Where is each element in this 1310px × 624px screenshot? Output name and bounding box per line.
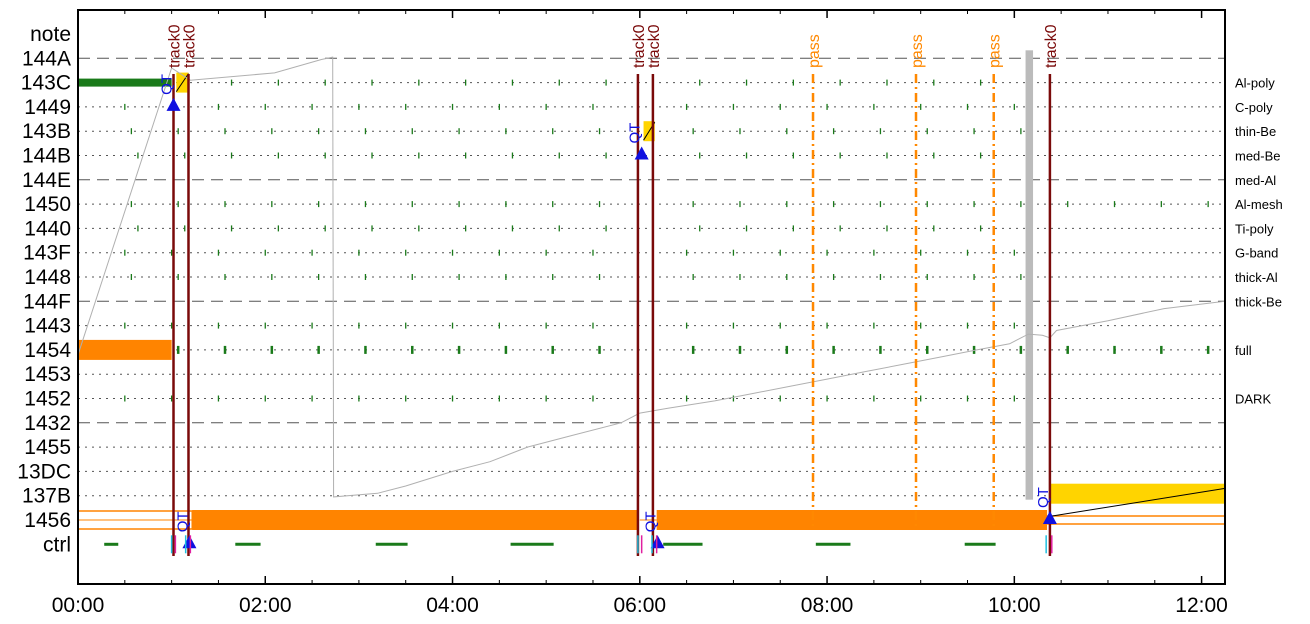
filter-label-thin-Be: thin-Be <box>1235 124 1276 139</box>
filter-label-DARK: DARK <box>1235 392 1271 407</box>
x-tick-label: 04:00 <box>426 594 479 617</box>
plot-frame <box>77 9 1226 585</box>
qt-markers: QT QT QT QT QT <box>159 74 1057 549</box>
gray-trace <box>77 56 1226 498</box>
row-label-13DC: 13DC <box>17 460 71 483</box>
pass-label: pass <box>806 34 823 68</box>
x-tick-label: 06:00 <box>614 594 667 617</box>
row-label-1432: 1432 <box>24 412 71 435</box>
observation-bars <box>77 50 1226 530</box>
track-label: track0 <box>631 24 648 68</box>
qt-label: QT <box>627 123 644 144</box>
row-label-137B: 137B <box>22 485 71 508</box>
orange-bar-1454 <box>78 339 172 360</box>
track-label: track0 <box>181 24 198 68</box>
yellow-box-diagonal <box>175 73 189 92</box>
qt-triangle <box>1042 511 1057 524</box>
row-label-1443: 1443 <box>24 315 71 338</box>
row-label-1455: 1455 <box>24 436 71 459</box>
pass-label: pass <box>987 34 1004 68</box>
green-bar-143C <box>78 78 172 87</box>
qt-label: QT <box>174 511 191 532</box>
gray-trace-line <box>77 56 1226 498</box>
track-label: track0 <box>646 24 663 68</box>
row-label-144F: 144F <box>23 290 71 313</box>
qt-triangle <box>182 535 197 549</box>
row-label-1454: 1454 <box>24 339 71 362</box>
filter-labels: Al-poly C-poly thin-Be med-Be med-Al Al-mesh T… <box>1235 76 1283 407</box>
row-label-ctrl: ctrl <box>43 533 71 556</box>
row-label-143B: 143B <box>22 120 71 143</box>
row-label-1449: 1449 <box>24 96 71 119</box>
x-tick-label: 08:00 <box>801 594 854 617</box>
filter-label-full: full <box>1235 343 1252 358</box>
qt-label: QT <box>1035 487 1052 508</box>
orange-bar-1456 <box>656 510 1048 530</box>
green-tick-marks <box>124 79 1210 402</box>
filter-label-Al-mesh: Al-mesh <box>1235 197 1283 212</box>
row-gridlines <box>78 57 1225 497</box>
track-label: track0 <box>1043 24 1060 68</box>
gray-band <box>1025 50 1034 500</box>
black-diagonal-line <box>1049 487 1226 517</box>
filter-label-Ti-poly: Ti-poly <box>1235 221 1274 236</box>
x-tick-label: 02:00 <box>239 594 292 617</box>
track-label: track0 <box>167 24 184 68</box>
pass-label: pass <box>909 34 926 68</box>
row-label-143F: 143F <box>23 242 71 265</box>
row-labels: note144A143C1449143B144B144E14501440143F… <box>17 23 71 556</box>
row-label-144A: 144A <box>22 47 71 70</box>
filter-label-med-Be: med-Be <box>1235 149 1281 164</box>
row-label-1450: 1450 <box>24 193 71 216</box>
x-tick-label: 00:00 <box>52 594 105 617</box>
x-tick-label: 12:00 <box>1175 594 1228 617</box>
qt-label: QT <box>643 511 660 532</box>
row-label-143C: 143C <box>21 72 71 95</box>
row-label-144E: 144E <box>22 169 71 192</box>
row-label-1453: 1453 <box>24 363 71 386</box>
row-label-1452: 1452 <box>24 388 71 411</box>
row-label-1440: 1440 <box>24 217 71 240</box>
filter-label-med-Al: med-Al <box>1235 173 1276 188</box>
x-tick-label: 10:00 <box>988 594 1041 617</box>
row-label-144B: 144B <box>22 145 71 168</box>
filter-label-G-band: G-band <box>1235 246 1278 261</box>
row-label-1448: 1448 <box>24 266 71 289</box>
row-label-note: note <box>30 23 71 46</box>
filter-label-Al-poly: Al-poly <box>1235 76 1275 91</box>
filter-label-thick-Be: thick-Be <box>1235 294 1282 309</box>
yellow-box-137B <box>1049 483 1225 504</box>
orange-bar-1456 <box>192 510 638 530</box>
row-label-1456: 1456 <box>24 509 71 532</box>
x-axis: 00:00 02:00 04:00 06:00 08:00 10:00 12:00 <box>52 10 1228 617</box>
filter-label-thick-Al: thick-Al <box>1235 270 1278 285</box>
ctrl-row-marks <box>104 535 1053 554</box>
qt-triangle <box>634 146 649 160</box>
qt-label: QT <box>159 74 176 95</box>
qt-triangle <box>650 535 665 549</box>
qt-triangle <box>166 97 181 111</box>
filter-label-C-poly: C-poly <box>1235 100 1273 115</box>
